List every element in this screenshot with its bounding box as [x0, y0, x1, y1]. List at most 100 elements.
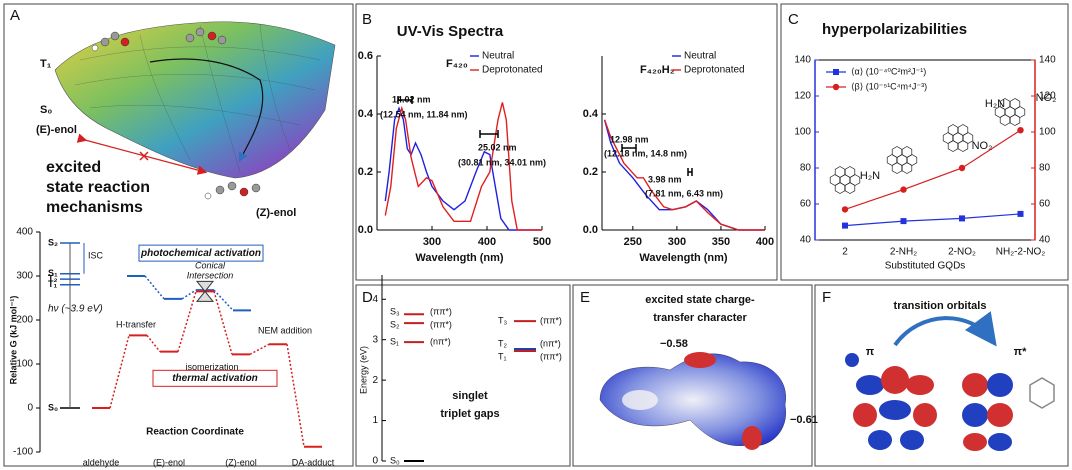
connector [286, 344, 305, 447]
y2-tick-label: 100 [1039, 127, 1056, 138]
y-tick-label: 400 [16, 227, 33, 238]
charge-label: −0.61 [790, 414, 818, 426]
label-box [138, 244, 264, 262]
spectrum-line [384, 106, 542, 231]
y-tick-label: 0.0 [583, 224, 598, 236]
x-tick-label: (E)-enol [153, 457, 185, 467]
y-tick-label: 3 [372, 334, 378, 345]
marker [1017, 127, 1024, 134]
ring [834, 182, 846, 194]
marker [900, 186, 907, 193]
x-tick-label: 2-NH₂ [890, 247, 917, 258]
x-tick-label: aldehyde [83, 457, 120, 467]
legend-marker [833, 69, 839, 75]
marker [900, 218, 907, 225]
annotation-bar [621, 144, 637, 152]
annotation: (30.81 nm, 34.01 nm) [458, 157, 546, 167]
caption: state reaction [46, 179, 150, 196]
caption: excited [46, 159, 101, 176]
panel-title: transition orbitals [894, 300, 987, 312]
annotation-bar [687, 168, 693, 176]
y-axis-label: Relative G (kJ mol⁻¹) [8, 296, 18, 385]
y-tick-label: 4 [372, 294, 378, 305]
y2-tick-label: 140 [1039, 55, 1056, 66]
negative-region [684, 352, 716, 368]
transition-arrow [893, 311, 997, 347]
state-label: S₁ [390, 336, 399, 346]
panel-letter: B [362, 11, 372, 28]
ring [947, 140, 959, 152]
surface-label: S₀ [40, 104, 52, 116]
ring [901, 162, 913, 174]
state-label: T₃ [498, 315, 507, 325]
state-character: (nπ*) [540, 338, 561, 348]
x-tick-label: DA-adduct [292, 457, 335, 467]
x-axis-label: Wavelength (nm) [639, 252, 728, 264]
state-label: S₂ [48, 237, 58, 247]
esp-blob [599, 353, 786, 446]
x-tick-label: 250 [624, 236, 642, 248]
x-axis-label: Reaction Coordinate [146, 427, 244, 438]
x-tick-label: 400 [478, 236, 496, 248]
x-tick-label: 300 [423, 236, 441, 248]
surface-label: (E)-enol [36, 124, 77, 136]
panel-e-frame [572, 284, 813, 467]
legend-label: ⟨β⟩ (10⁻⁵¹C⁴m⁴J⁻³) [851, 81, 927, 91]
neutral-region [622, 390, 658, 410]
marker [958, 164, 966, 172]
panel-letter: A [10, 7, 20, 24]
trajectory [149, 58, 264, 163]
molecule [886, 146, 918, 174]
chart-label: F₄₂₀H₂ [640, 64, 675, 76]
connector [144, 275, 165, 300]
panel-letter: E [580, 289, 590, 306]
panel-a-frame [3, 3, 354, 467]
orbital-label: π [866, 346, 875, 358]
x-tick-label: 500 [533, 236, 551, 248]
y-tick-label: 80 [800, 163, 812, 174]
y-tick-label: 0 [372, 456, 378, 467]
x-axis-label: Substituted GQDs [885, 261, 966, 272]
y2-tick-label: 120 [1039, 91, 1056, 102]
state-label: T₁ [498, 351, 507, 361]
ring [844, 182, 856, 194]
caption: mechanisms [46, 199, 143, 216]
spectrum-line [384, 102, 542, 231]
annotation: 25.02 nm [478, 142, 517, 152]
state-character: (ππ*) [430, 319, 452, 329]
legend-label: ⟨α⟩ (10⁻⁴⁰C²m²J⁻¹) [851, 66, 926, 76]
spectrum-line [603, 119, 765, 231]
annotation: (12.54 nm, 11.84 nm) [380, 109, 468, 119]
ring [957, 140, 969, 152]
surface-mesh [74, 24, 321, 173]
ci-label: Conical [195, 261, 226, 271]
ring [891, 162, 903, 174]
connector [213, 291, 233, 355]
series-label: thermal activation [172, 373, 258, 384]
molecule-label: NO₂ [972, 140, 993, 152]
molecule-label: H₂N [985, 98, 1005, 110]
legend-label: Neutral [684, 51, 716, 62]
label-box [152, 369, 278, 387]
conical-icon [195, 280, 215, 302]
panel-d-frame [355, 284, 571, 467]
state-label: S₃ [390, 307, 400, 317]
panel-c-frame [780, 3, 1069, 281]
chart-label: F₄₂₀ [446, 58, 468, 70]
marker [841, 206, 849, 213]
series-line [844, 129, 1021, 210]
isc-label: ISC [88, 251, 104, 261]
connector [177, 291, 197, 352]
marker [959, 215, 965, 222]
esp-surface [599, 352, 786, 450]
step-label: H-transfer [116, 320, 156, 330]
y2-tick-label: 40 [1039, 235, 1051, 246]
molecule [994, 98, 1026, 126]
panel-title: UV-Vis Spectra [397, 23, 504, 40]
negative-region [742, 426, 762, 450]
state-character: (nπ*) [430, 336, 451, 346]
orbitals [845, 311, 1055, 451]
state-label: T₂ [48, 273, 58, 283]
y2-tick-label: 80 [1039, 163, 1051, 174]
